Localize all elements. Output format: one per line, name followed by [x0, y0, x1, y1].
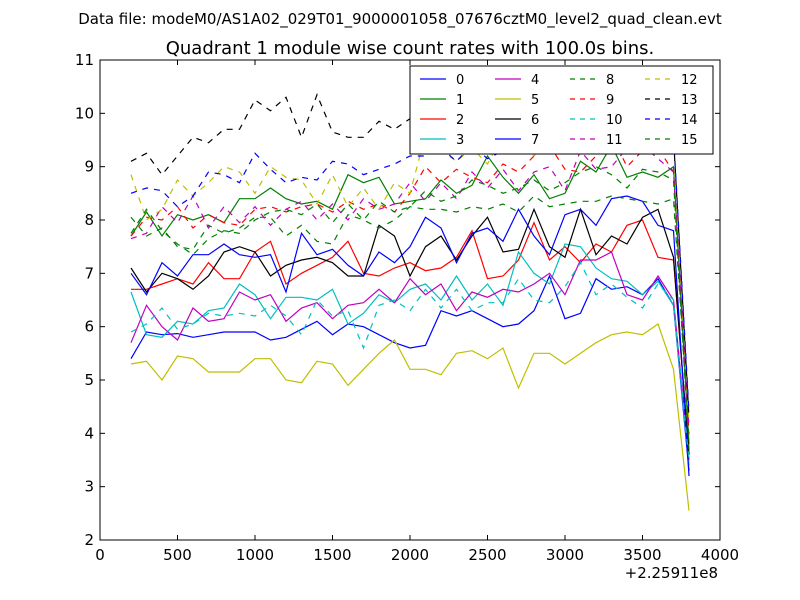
y-tick-label: 3	[84, 478, 94, 496]
legend-label-0: 0	[456, 73, 464, 88]
legend-label-3: 3	[456, 133, 464, 148]
legend-label-9: 9	[606, 93, 614, 108]
legend-label-6: 6	[531, 113, 539, 128]
y-tick-label: 4	[84, 424, 94, 442]
x-tick-label: 3000	[546, 546, 584, 564]
x-tick-label: 500	[163, 546, 192, 564]
y-tick-label: 6	[84, 318, 94, 336]
series-line-10	[130, 261, 690, 461]
x-tick-label: 1500	[313, 546, 351, 564]
y-tick-label: 5	[84, 371, 94, 389]
series-line-6	[130, 207, 690, 455]
series-line-0	[130, 274, 690, 471]
legend-label-7: 7	[531, 133, 539, 148]
x-tick-label: 3500	[623, 546, 661, 564]
legend-label-13: 13	[681, 93, 698, 108]
legend-label-12: 12	[681, 73, 698, 88]
legend-box	[409, 65, 714, 155]
legend-label-14: 14	[681, 113, 698, 128]
legend-label-8: 8	[606, 73, 614, 88]
legend-label-15: 15	[681, 133, 698, 148]
series-line-5	[130, 323, 690, 511]
x-offset-label: +2.25911e8	[625, 564, 718, 582]
suptitle: Data file: modeM0/AS1A02_029T01_90000010…	[78, 10, 722, 29]
axis-ticks: 0 500 1000 1500 2000 2500 3000 3500 4000 2 3 4 5 6 7 8 9…	[75, 51, 739, 564]
y-tick-label: 2	[84, 531, 94, 549]
legend-label-1: 1	[456, 93, 464, 108]
legend-label-4: 4	[531, 73, 539, 88]
x-tick-label: 2000	[391, 546, 429, 564]
series-line-3	[130, 243, 690, 466]
series-line-15	[130, 166, 690, 450]
series-line-7	[130, 195, 690, 477]
y-tick-label: 9	[84, 158, 94, 176]
series-line-2	[131, 219, 690, 455]
x-tick-label: 4000	[701, 546, 739, 564]
legend-label-10: 10	[606, 113, 623, 128]
y-tick-label: 11	[75, 51, 94, 69]
legend-label-5: 5	[531, 93, 539, 108]
legend-label-11: 11	[606, 133, 623, 148]
x-tick-label: 1000	[236, 546, 274, 564]
x-tick-label: 0	[95, 546, 105, 564]
x-tick-label: 2500	[468, 546, 506, 564]
legend-label-2: 2	[456, 113, 464, 128]
chart-title: Quadrant 1 module wise count rates with …	[166, 38, 655, 59]
series-line-12	[130, 120, 690, 423]
y-tick-label: 8	[84, 211, 94, 229]
series-line-8	[130, 195, 690, 439]
series-line-4	[130, 251, 690, 461]
y-tick-label: 7	[84, 264, 94, 282]
y-tick-label: 10	[75, 104, 94, 122]
